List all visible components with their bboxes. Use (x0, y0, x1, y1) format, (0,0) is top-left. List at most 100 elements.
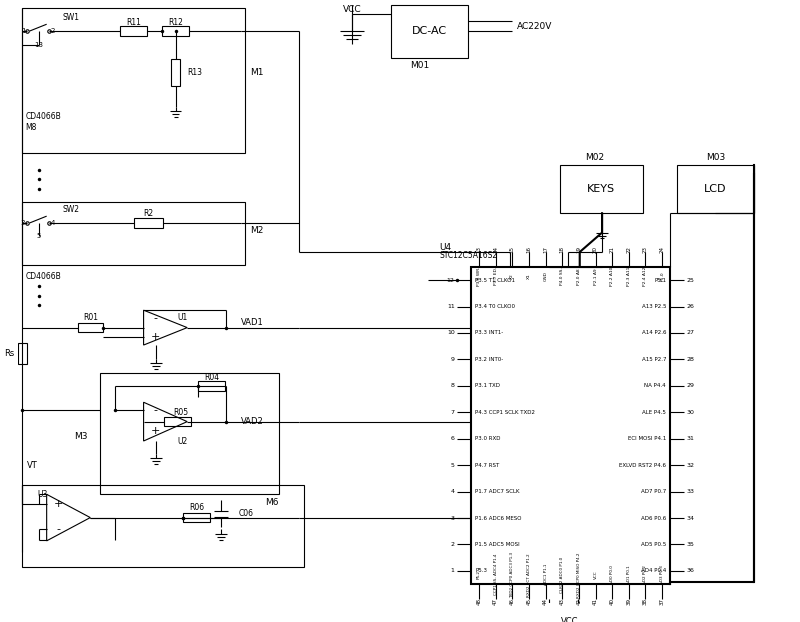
Text: C06: C06 (238, 509, 254, 518)
Text: 27: 27 (686, 330, 694, 335)
Text: U1: U1 (178, 313, 187, 322)
Text: AD0 P0.0: AD0 P0.0 (610, 565, 614, 584)
Text: M6: M6 (265, 498, 278, 506)
Text: R06: R06 (190, 503, 205, 513)
Text: U3: U3 (37, 490, 47, 499)
Text: 5: 5 (37, 233, 41, 238)
Text: 7: 7 (450, 410, 454, 415)
Text: AC220V: AC220V (517, 22, 552, 30)
Text: 45: 45 (526, 598, 531, 605)
Text: ECI MOSI P4.1: ECI MOSI P4.1 (628, 436, 666, 441)
Text: RXD2 CCP0 MISO P4.2: RXD2 CCP0 MISO P4.2 (577, 552, 581, 598)
Text: R13: R13 (187, 68, 202, 77)
Text: 15: 15 (510, 246, 514, 253)
Text: STC12C5A16S2: STC12C5A16S2 (439, 251, 498, 261)
Text: 32: 32 (686, 463, 694, 468)
Text: 31: 31 (686, 436, 694, 441)
Text: P4.3 CCP1 SCLK TXD2: P4.3 CCP1 SCLK TXD2 (475, 410, 535, 415)
Bar (100, 373, 279, 494)
Text: P1.7 ADC7 SCLK: P1.7 ADC7 SCLK (475, 489, 519, 494)
Text: X2: X2 (510, 273, 514, 279)
Text: 29: 29 (686, 383, 694, 388)
Text: +: + (150, 332, 160, 342)
Text: P3.6 WR-: P3.6 WR- (477, 266, 481, 286)
Text: -: - (56, 524, 60, 534)
Text: RXD2 ECT ADC2 P1.2: RXD2 ECT ADC2 P1.2 (527, 553, 531, 596)
Text: M1: M1 (250, 68, 264, 77)
Text: 26: 26 (686, 304, 694, 309)
Text: 3: 3 (450, 516, 454, 521)
Text: SW2: SW2 (62, 205, 79, 214)
Text: 1: 1 (451, 569, 454, 573)
Bar (560, 165, 642, 213)
Text: LCD: LCD (704, 184, 726, 194)
Text: 9: 9 (450, 357, 454, 362)
Text: P5.2: P5.2 (477, 570, 481, 579)
Text: P5.1: P5.1 (654, 277, 666, 282)
Text: 48: 48 (477, 598, 482, 605)
Text: A15 P2.7: A15 P2.7 (642, 357, 666, 362)
Text: P3.7 ED-: P3.7 ED- (494, 267, 498, 285)
Text: M03: M03 (706, 154, 725, 162)
Text: 13: 13 (34, 42, 43, 48)
Bar (164, 417, 191, 427)
Text: VT: VT (27, 461, 38, 470)
Text: P3.2 INT0-: P3.2 INT0- (475, 357, 503, 362)
Text: AD5 P0.5: AD5 P0.5 (641, 542, 666, 547)
Bar (198, 381, 225, 391)
Text: A13 P2.5: A13 P2.5 (642, 304, 666, 309)
Text: CD4066B: CD4066B (26, 112, 61, 121)
Text: M8: M8 (26, 123, 37, 132)
Text: P2.3 A11: P2.3 A11 (627, 267, 631, 286)
Text: R05: R05 (173, 409, 188, 417)
Text: 37: 37 (660, 598, 665, 605)
Text: 44: 44 (543, 598, 548, 605)
Text: ALE P4.5: ALE P4.5 (642, 410, 666, 415)
Text: P3.1 TXD: P3.1 TXD (475, 383, 500, 388)
Bar (120, 26, 147, 36)
Text: P5.3: P5.3 (475, 569, 487, 573)
Text: GND: GND (543, 271, 547, 281)
Bar (78, 323, 103, 332)
Text: 42: 42 (576, 598, 582, 605)
Bar (134, 218, 163, 228)
Text: 11: 11 (447, 304, 454, 309)
Text: R04: R04 (204, 373, 219, 381)
Text: EXLVD RST2 P4.6: EXLVD RST2 P4.6 (619, 463, 666, 468)
Bar (183, 513, 210, 522)
Text: 43: 43 (560, 598, 565, 605)
Text: 39: 39 (626, 598, 631, 605)
Text: 22: 22 (626, 246, 631, 253)
Text: 19: 19 (576, 246, 582, 253)
Text: 8: 8 (451, 383, 454, 388)
Text: ADC1 P1.1: ADC1 P1.1 (543, 564, 547, 585)
Text: 38: 38 (643, 598, 648, 605)
Text: 12: 12 (447, 277, 454, 282)
Bar (162, 26, 189, 36)
Text: R01: R01 (82, 313, 98, 322)
Text: 34: 34 (686, 516, 694, 521)
Text: KEYS: KEYS (587, 184, 615, 194)
Text: P3.4 T0 CLKO0: P3.4 T0 CLKO0 (475, 304, 515, 309)
Text: P1.6 ADC6 MESO: P1.6 ADC6 MESO (475, 516, 522, 521)
Text: R11: R11 (126, 18, 142, 27)
Text: R2: R2 (143, 209, 154, 218)
Text: 4: 4 (450, 489, 454, 494)
Text: 10: 10 (447, 330, 454, 335)
Text: P2.0 A8: P2.0 A8 (577, 268, 581, 284)
Text: 41: 41 (593, 598, 598, 605)
Text: 24: 24 (660, 246, 665, 253)
Text: AD1 P0.1: AD1 P0.1 (627, 565, 631, 584)
Text: X1: X1 (527, 273, 531, 279)
Bar (18, 343, 27, 364)
Text: P4.0 SS-: P4.0 SS- (560, 267, 564, 285)
Text: 5: 5 (451, 463, 454, 468)
Text: +: + (54, 499, 63, 509)
Text: CD4066B: CD4066B (26, 272, 61, 281)
Text: VCC: VCC (562, 617, 579, 622)
Text: AD6 P0.6: AD6 P0.6 (641, 516, 666, 521)
Text: P3.0 RXD: P3.0 RXD (475, 436, 501, 441)
Text: 3: 3 (21, 220, 26, 226)
Text: +: + (150, 426, 160, 436)
Text: P4.7 RST: P4.7 RST (475, 463, 499, 468)
